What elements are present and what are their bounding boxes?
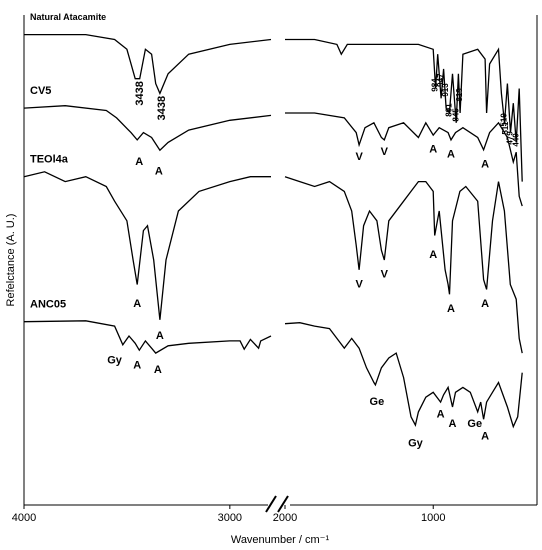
x-tick-label: 3000 <box>218 512 242 524</box>
peak-annotation: A <box>156 330 164 342</box>
peak-annotation: Gy <box>408 438 424 450</box>
peak-annotation: V <box>381 146 389 158</box>
x-axis-title: Wavenumber / cm⁻¹ <box>231 534 330 546</box>
axis-break-mark <box>265 495 277 513</box>
peak-annotation: V <box>355 151 363 163</box>
series-label: ANC05 <box>30 298 66 310</box>
peak-annotation: A <box>481 158 489 170</box>
peak-annotation: 913 <box>441 83 450 97</box>
series-label: CV5 <box>30 85 51 97</box>
peak-annotation: A <box>447 303 455 315</box>
spectrum-line <box>23 171 271 320</box>
y-axis-title: Refelctance (A. U.) <box>5 214 17 307</box>
peak-annotation: 984 <box>431 78 440 92</box>
peak-annotation: 819 <box>455 88 464 102</box>
peak-annotation: A <box>437 408 445 420</box>
x-tick-label: 2000 <box>273 512 297 524</box>
series-label: TEOl4a <box>30 153 69 165</box>
peak-annotation: 511 <box>501 121 510 134</box>
axis-break-mark <box>277 495 289 513</box>
peak-annotation: 479 <box>506 131 515 145</box>
peak-annotation: 519 <box>500 113 509 127</box>
series-label: Natural Atacamite <box>30 12 106 22</box>
spectrum-line <box>284 176 523 354</box>
peak-annotation: A <box>429 144 437 156</box>
peak-annotation: A <box>429 249 437 261</box>
peak-annotation: 845 <box>451 108 460 122</box>
spectrum-line <box>285 38 523 182</box>
peak-annotation: A <box>135 156 143 168</box>
spectrum-line <box>23 105 272 152</box>
peak-annotation: Gy <box>107 354 123 366</box>
spectrum-line <box>23 320 272 354</box>
peak-annotation: V <box>355 278 363 290</box>
peak-annotation: 891 <box>445 103 454 117</box>
peak-annotation: A <box>481 298 489 310</box>
peak-annotation: Ge <box>467 418 482 430</box>
peak-annotation: A <box>154 364 162 376</box>
peak-annotation: 3438 <box>134 81 146 105</box>
peak-annotation: A <box>133 359 141 371</box>
peak-annotation: A <box>447 149 455 161</box>
peak-annotation: Ge <box>370 396 385 408</box>
peak-annotation: 440 <box>511 133 520 147</box>
peak-annotation: V <box>381 269 389 281</box>
spectrum-line <box>24 33 272 96</box>
peak-annotation: A <box>155 166 163 178</box>
peak-annotation: 3438 <box>156 96 168 120</box>
x-tick-label: 1000 <box>421 512 445 524</box>
peak-annotation: 947 <box>436 73 445 87</box>
spectrum-line <box>285 112 523 207</box>
peak-annotation: A <box>481 430 489 442</box>
x-tick-label: 4000 <box>12 512 36 524</box>
spectrum-line <box>284 322 523 429</box>
peak-annotation: A <box>449 418 457 430</box>
peak-annotation: A <box>133 298 141 310</box>
